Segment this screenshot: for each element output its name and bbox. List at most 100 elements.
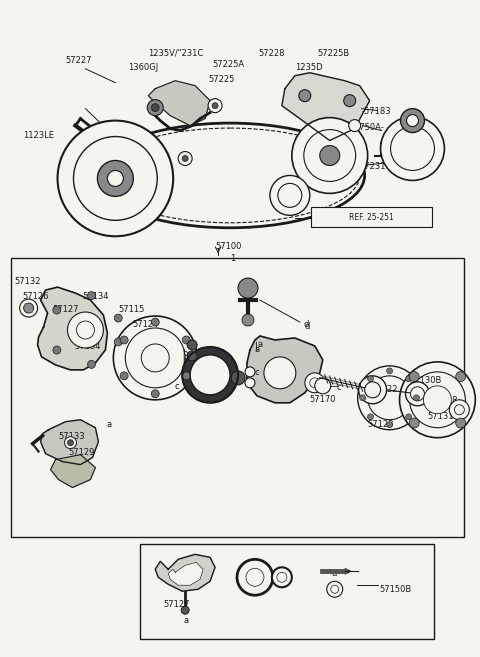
Circle shape (410, 387, 424, 401)
Polygon shape (50, 455, 96, 487)
Circle shape (304, 129, 356, 181)
Circle shape (53, 346, 61, 354)
Text: a: a (258, 340, 263, 349)
Circle shape (368, 414, 373, 420)
Circle shape (409, 418, 419, 428)
Text: b: b (249, 570, 254, 578)
Text: c: c (174, 382, 179, 391)
Circle shape (141, 344, 169, 372)
Circle shape (182, 336, 191, 344)
Text: 1123LE: 1123LE (23, 131, 54, 139)
Circle shape (187, 351, 197, 361)
Circle shape (423, 386, 451, 414)
Circle shape (278, 183, 302, 208)
Circle shape (68, 440, 73, 445)
Text: 57126: 57126 (23, 292, 49, 301)
Text: a: a (182, 372, 187, 381)
Circle shape (413, 395, 420, 401)
Bar (11, 258, 464, 537)
Circle shape (87, 292, 96, 300)
Text: c: c (255, 368, 260, 377)
Circle shape (456, 372, 466, 382)
Circle shape (386, 368, 393, 374)
Circle shape (190, 355, 230, 395)
Circle shape (64, 437, 76, 449)
Circle shape (114, 338, 122, 346)
Text: 57125: 57125 (188, 362, 212, 371)
Text: b: b (182, 356, 188, 365)
Text: 1235V/"231C: 1235V/"231C (148, 49, 204, 58)
Circle shape (187, 340, 197, 350)
Circle shape (151, 104, 159, 112)
Circle shape (246, 568, 264, 586)
Polygon shape (168, 562, 203, 585)
Text: 5750A-: 5750A- (355, 123, 384, 131)
Text: 57127: 57127 (52, 305, 79, 314)
Polygon shape (148, 81, 210, 125)
Text: 57123: 57123 (368, 420, 394, 429)
Circle shape (406, 382, 430, 406)
Circle shape (151, 390, 159, 397)
Circle shape (76, 321, 95, 339)
Circle shape (407, 114, 419, 127)
Text: 57134: 57134 (74, 342, 101, 351)
Circle shape (310, 378, 320, 388)
Circle shape (406, 376, 411, 382)
Circle shape (386, 422, 393, 428)
Circle shape (320, 146, 340, 166)
Text: c: c (336, 383, 341, 392)
FancyBboxPatch shape (311, 208, 432, 227)
Circle shape (151, 318, 159, 326)
Text: 57132: 57132 (15, 277, 41, 286)
Ellipse shape (96, 123, 365, 228)
Circle shape (358, 366, 421, 430)
Circle shape (120, 336, 128, 344)
Text: 57122: 57122 (372, 385, 398, 394)
Circle shape (399, 362, 475, 438)
Text: a: a (183, 616, 188, 625)
Circle shape (359, 376, 386, 404)
Text: 57225: 57225 (208, 75, 234, 83)
Circle shape (315, 378, 331, 394)
Text: 57134: 57134 (83, 292, 109, 301)
Circle shape (242, 314, 254, 326)
Text: 1235D: 1235D (295, 63, 323, 72)
Circle shape (238, 278, 258, 298)
Circle shape (97, 160, 133, 196)
Circle shape (231, 371, 245, 385)
Text: 1: 1 (230, 254, 235, 263)
Circle shape (409, 372, 419, 382)
Circle shape (114, 314, 122, 322)
Circle shape (270, 175, 310, 215)
Circle shape (208, 99, 222, 112)
Text: 57124: 57124 (132, 320, 159, 329)
Circle shape (125, 328, 185, 388)
Polygon shape (282, 73, 370, 141)
Text: 57225A: 57225A (212, 60, 244, 69)
Circle shape (299, 90, 311, 102)
Circle shape (182, 347, 238, 403)
Circle shape (20, 299, 37, 317)
Text: 57115: 57115 (119, 305, 145, 314)
Circle shape (147, 100, 163, 116)
Circle shape (381, 116, 444, 181)
Text: 57133: 57133 (59, 432, 85, 441)
Circle shape (348, 120, 360, 131)
Circle shape (292, 118, 368, 193)
Text: c: c (275, 570, 279, 578)
Text: 57231: 57231 (360, 162, 386, 171)
Circle shape (406, 414, 411, 420)
Text: 57129: 57129 (69, 447, 95, 457)
Text: b: b (182, 349, 188, 358)
Circle shape (182, 156, 188, 162)
Circle shape (277, 572, 287, 582)
Circle shape (108, 170, 123, 187)
Circle shape (53, 306, 61, 314)
Bar (140, 545, 434, 639)
Circle shape (305, 373, 325, 393)
Circle shape (365, 382, 381, 397)
Text: d: d (332, 570, 337, 578)
Text: a: a (107, 420, 111, 429)
Text: 57170: 57170 (310, 395, 336, 404)
Text: 57131: 57131 (428, 412, 454, 420)
